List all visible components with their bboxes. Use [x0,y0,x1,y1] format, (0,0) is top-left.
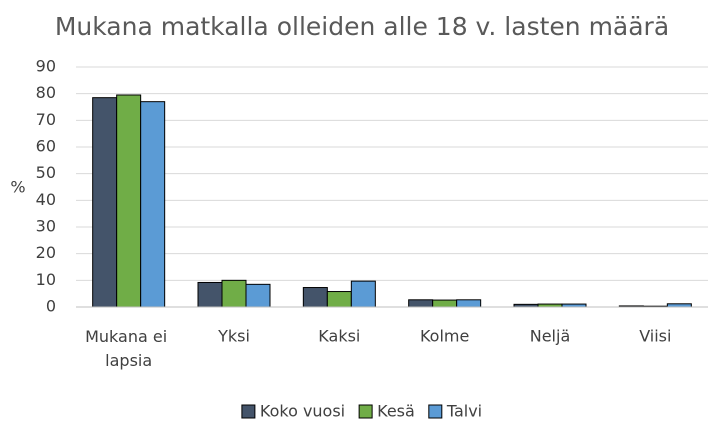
y-tick-label: 20 [36,243,56,262]
y-tick-label: 70 [36,110,56,129]
bar [432,299,458,308]
legend-swatch [241,404,256,419]
bar [245,283,271,308]
bar [350,280,376,308]
bar [302,287,328,308]
y-tick-label: 60 [36,137,56,156]
bar [456,299,482,308]
x-tick-label: Kolme [420,327,469,346]
bar [140,101,166,308]
legend: Koko vuosi Kesä Talvi [241,402,482,421]
y-tick-label: 40 [36,190,56,209]
x-tick-label: Kaksi [318,327,360,346]
x-tick-label: Yksi [217,327,250,346]
y-axis-label: % [10,178,25,197]
y-tick-label: 90 [36,57,56,76]
bar [221,279,247,308]
y-tick-label: 10 [36,270,56,289]
bar [116,94,142,308]
y-tick-label: 0 [46,297,56,316]
x-tick-label: Neljä [530,327,571,346]
bar [326,291,352,308]
legend-swatch [428,404,443,419]
bar [408,299,434,308]
chart-title: Mukana matkalla olleiden alle 18 v. last… [55,12,669,41]
bar [197,281,223,308]
y-tick-label: 80 [36,83,56,102]
legend-label: Kesä [377,402,415,421]
legend-label: Talvi [446,402,482,421]
bar [92,97,118,308]
y-tick-label: 30 [36,217,56,236]
legend-swatch [358,404,373,419]
y-tick-label: 50 [36,163,56,182]
legend-label: Koko vuosi [260,402,345,421]
x-tick-label: Viisi [639,327,671,346]
x-tick-label: Mukana ei lapsia [85,327,172,370]
